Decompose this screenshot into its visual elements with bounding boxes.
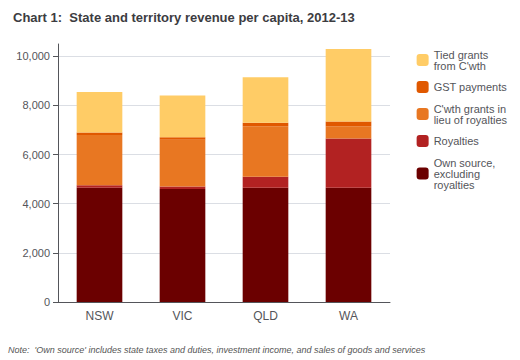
svg-text:QLD: QLD — [253, 309, 278, 323]
svg-text:C'wth grants in: C'wth grants in — [433, 102, 507, 115]
svg-text:royalties: royalties — [434, 179, 475, 191]
svg-text:Royalties: Royalties — [434, 135, 480, 147]
svg-text:lieu of royalties: lieu of royalties — [434, 114, 508, 126]
svg-text:8,000: 8,000 — [22, 99, 50, 111]
svg-text:GST payments: GST payments — [434, 81, 508, 93]
svg-text:Chart 1: State and territory: Chart 1: State and territory revenue per… — [13, 10, 355, 25]
svg-text:0: 0 — [44, 296, 50, 308]
svg-text:Tied grants: Tied grants — [433, 48, 489, 61]
svg-text:VIC: VIC — [172, 309, 192, 323]
svg-text:from C'wth: from C'wth — [434, 60, 486, 72]
svg-text:10,000: 10,000 — [16, 50, 50, 62]
svg-text:Own source,: Own source, — [433, 156, 496, 169]
svg-text:WA: WA — [339, 309, 358, 323]
svg-text:Note: 'Own source' includes s: Note: 'Own source' includes state taxes … — [8, 345, 426, 355]
svg-text:NSW: NSW — [86, 309, 115, 323]
svg-text:excluding: excluding — [433, 167, 481, 180]
svg-text:4,000: 4,000 — [22, 198, 50, 210]
svg-text:2,000: 2,000 — [22, 247, 50, 259]
svg-text:6,000: 6,000 — [22, 149, 50, 161]
